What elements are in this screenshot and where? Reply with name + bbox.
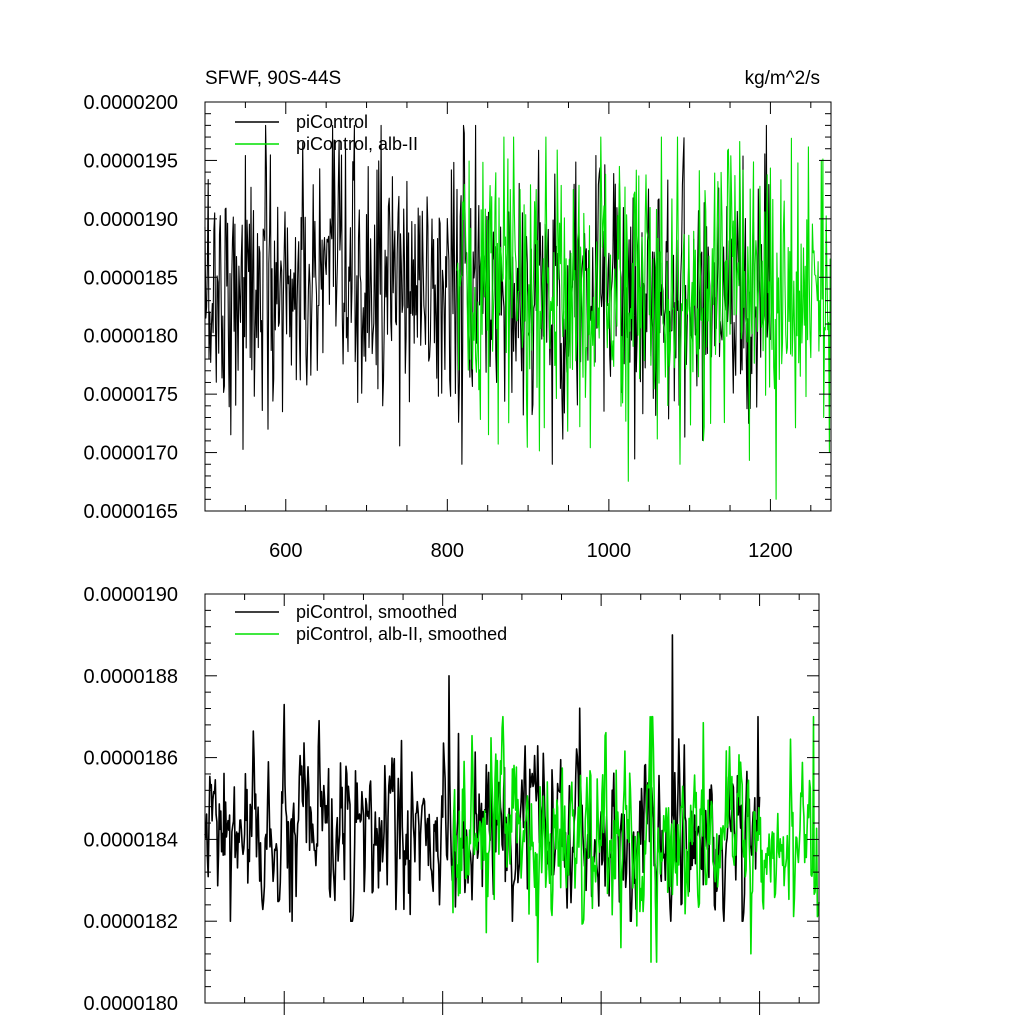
- x-tick-label: 800: [431, 540, 464, 562]
- x-tick-label: 1000: [587, 540, 632, 562]
- y-tick-label: 0.0000182: [83, 911, 178, 933]
- series-line: [456, 136, 832, 500]
- legend-label: piControl, alb-II, smoothed: [296, 624, 507, 644]
- y-tick-label: 0.0000195: [83, 150, 178, 172]
- chart-title: SFWF, 90S-44S: [205, 68, 341, 89]
- chart-panel-top: SFWF, 90S-44S kg/m^2/s 0.0000165 0.000017…: [83, 68, 832, 562]
- legend-label: piControl: [296, 112, 368, 132]
- legend-label: piControl, alb-II: [296, 134, 418, 154]
- x-tick-label: 600: [269, 540, 302, 562]
- y-tick-label: 0.0000190: [83, 209, 178, 231]
- plot-frame: [204, 101, 832, 512]
- units-label: kg/m^2/s: [745, 68, 820, 89]
- y-tick-label: 0.0000190: [83, 584, 178, 606]
- series-line: [451, 715, 820, 963]
- legend: piControl, smoothed piControl, alb-II, s…: [235, 602, 507, 644]
- plot-frame: [204, 593, 820, 1004]
- y-tick-label: 0.0000184: [83, 829, 178, 851]
- x-tick-label: 1200: [748, 540, 793, 562]
- y-tick-label: 0.0000185: [83, 267, 178, 289]
- y-tick-label: 0.0000180: [83, 993, 178, 1015]
- legend-label: piControl, smoothed: [296, 602, 457, 622]
- y-tick-label: 0.0000200: [83, 92, 178, 114]
- y-tick-label: 0.0000175: [83, 384, 178, 406]
- legend: piControl piControl, alb-II: [235, 112, 418, 154]
- y-tick-label: 0.0000180: [83, 326, 178, 348]
- y-tick-label: 0.0000188: [83, 666, 178, 688]
- y-tick-label: 0.0000170: [83, 443, 178, 465]
- y-tick-label: 0.0000186: [83, 748, 178, 770]
- y-tick-label: 0.0000165: [83, 501, 178, 523]
- chart-panel-bottom: 0.0000180 0.0000182 0.0000184 0.0000186 0.00…: [83, 584, 820, 1015]
